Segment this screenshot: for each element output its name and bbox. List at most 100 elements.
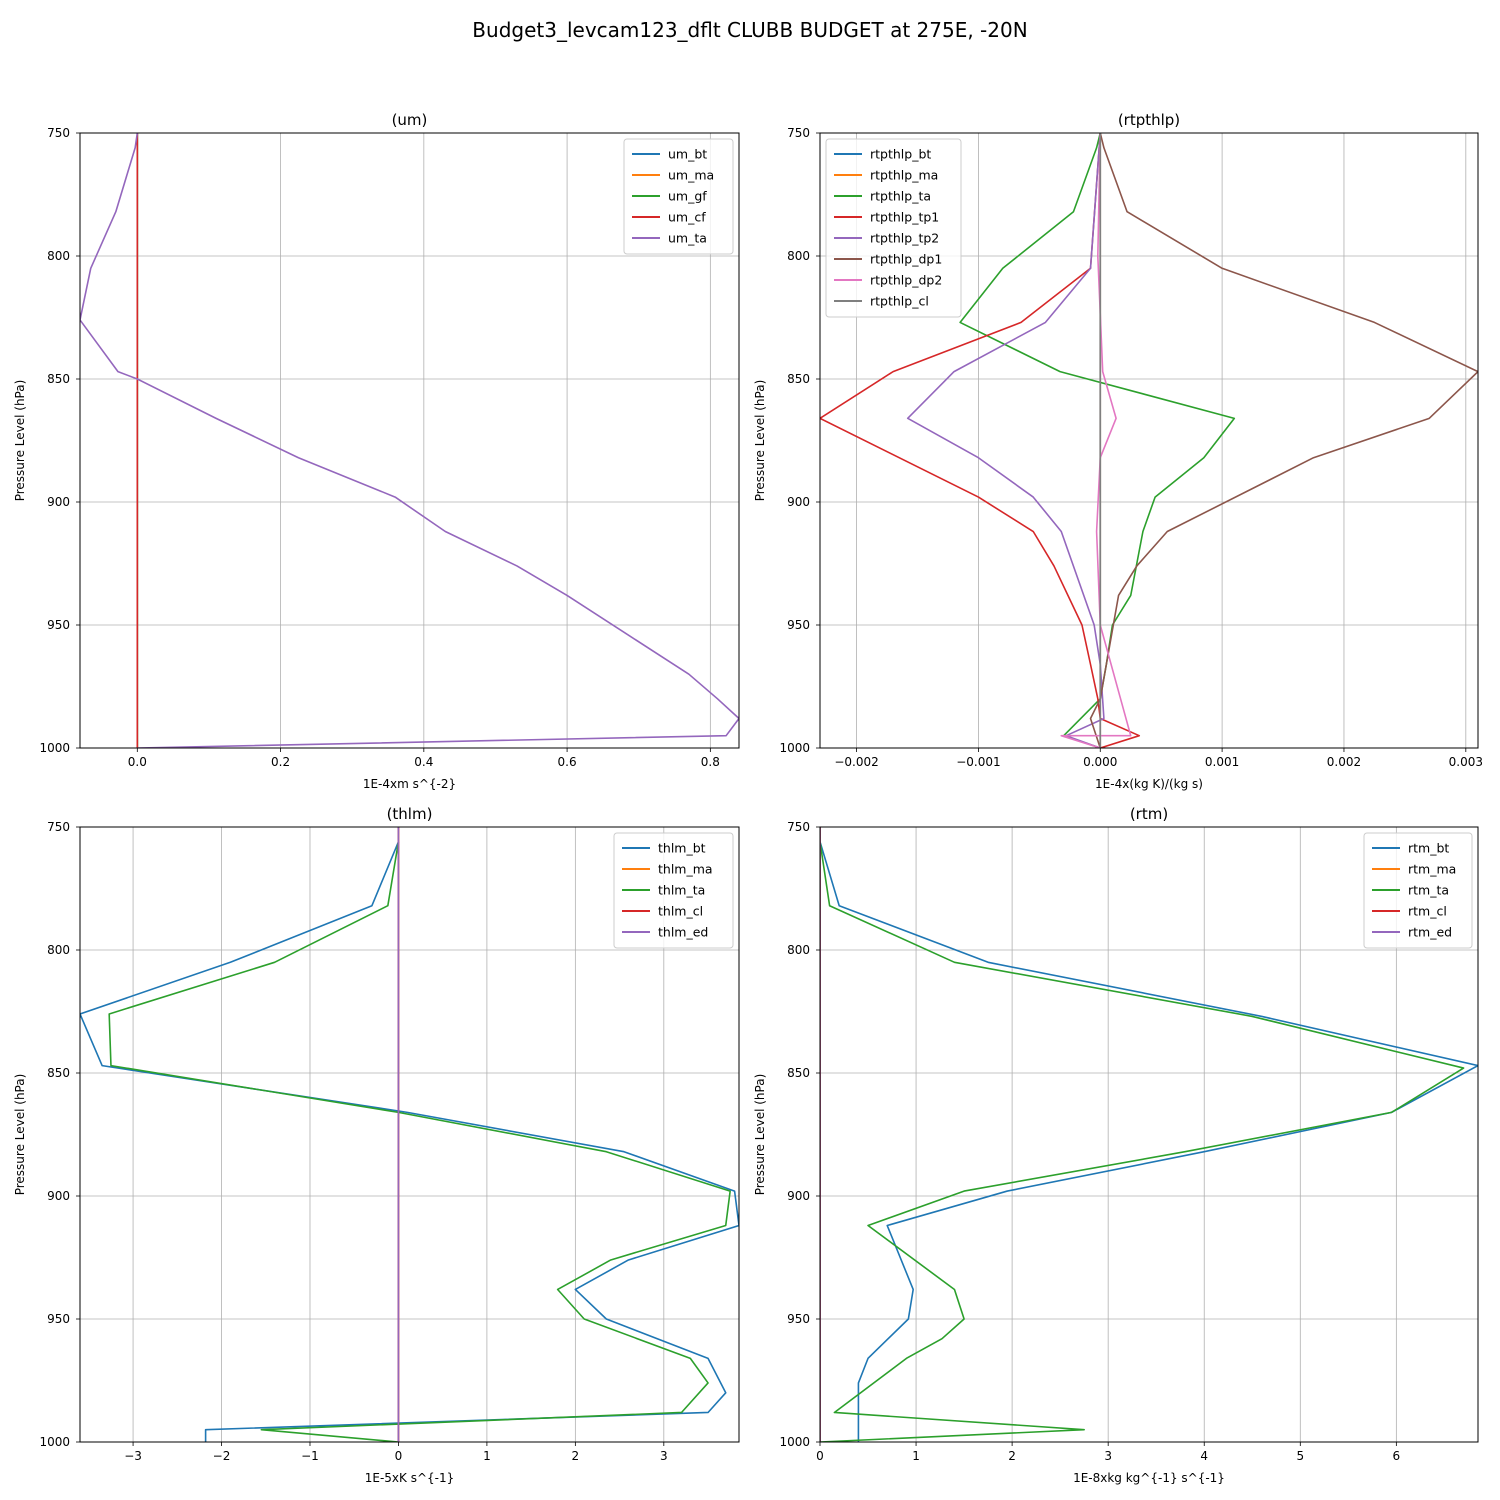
axes-frame [819,826,1479,1443]
legend: rtm_bt rtm_ma rtm_ta rtm_cl rtm_ed [1363,832,1473,949]
y-tick-label: 950 [787,618,810,632]
series-line-rtpthlp_ta [959,133,1236,748]
legend-box [623,138,734,255]
legend: thlm_bt thlm_ma thlm_ta thlm_cl thlm_ed [613,832,734,949]
y-tick-label: 900 [787,495,810,509]
y-tick-label: 900 [47,1189,70,1203]
legend-entry: um_bt [668,147,707,162]
legend-entry: rtm_ed [1408,925,1452,940]
chart-panel-3: 0 1 2 3 4 5 6 750 800 850 900 950 1000 (rtm) 1E-8xkg k… [753,805,1479,1485]
x-tick-label: 5 [1296,1449,1304,1463]
legend-entry: rtpthlp_tp1 [870,210,939,225]
axes-frame [819,132,1479,749]
series-line-thlm_bt [80,841,739,1442]
legend-entry: rtm_bt [1408,841,1449,856]
axes-frame [79,132,740,749]
legend-entry: um_cf [668,210,706,225]
y-tick-label: 950 [47,1312,70,1326]
series-group [80,133,739,748]
legend-entry: rtpthlp_dp2 [870,273,942,288]
y-tick-label: 1000 [39,1435,70,1449]
x-tick-label: −2 [213,1449,231,1463]
figure-title: Budget3_levcam123_dflt CLUBB BUDGET at 2… [472,18,1027,42]
y-tick-label: 850 [47,372,70,386]
y-tick-label: 1000 [39,741,70,755]
x-tick-label: −0.002 [834,755,878,769]
y-tick-label: 750 [787,820,810,834]
y-axis-label: Pressure Level (hPa) [753,1074,767,1196]
x-tick-label: 0.000 [1083,755,1117,769]
x-axis-label: 1E-4x(kg K)/(kg s) [1095,777,1203,791]
legend-box [825,138,962,318]
legend-entry: thlm_ed [658,925,708,940]
legend-entry: thlm_ma [658,862,713,877]
y-tick-label: 950 [787,1312,810,1326]
y-tick-label: 800 [47,249,70,263]
x-tick-label: 6 [1393,1449,1401,1463]
legend-entry: um_ta [668,231,707,246]
x-axis-label: 1E-4xm s^{-2} [363,777,456,791]
panel-title: (rtpthlp) [1118,111,1180,129]
series-line-thlm_ta [108,841,731,1442]
x-tick-label: 4 [1200,1449,1208,1463]
legend-entry: thlm_cl [658,904,703,919]
series-line-um_ta [80,133,739,748]
x-tick-label: 1 [483,1449,491,1463]
chart-panel-0: 0.0 0.2 0.4 0.6 0.8 750 800 850 900 950 1000 (um) 1E… [13,111,740,791]
panel-title: (rtm) [1130,805,1168,823]
legend-entry: rtpthlp_cl [870,294,929,309]
legend-entry: rtpthlp_ma [870,168,938,183]
series-line-rtm_bt [820,841,1478,1442]
series-line-rtm_ta [820,841,1465,1442]
y-axis-label: Pressure Level (hPa) [13,380,27,502]
x-axis-label: 1E-5xK s^{-1} [365,1471,455,1485]
legend-entry: rtpthlp_ta [870,189,931,204]
series-group [80,827,739,1442]
legend-entry: rtpthlp_dp1 [870,252,942,267]
y-tick-label: 950 [47,618,70,632]
x-tick-label: 0 [816,1449,824,1463]
x-tick-label: 1 [912,1449,920,1463]
chart-panel-1: −0.002 −0.001 0.000 0.001 0.002 0.003 750 800 85… [753,111,1483,791]
y-tick-label: 850 [47,1066,70,1080]
legend-entry: um_ma [668,168,714,183]
x-tick-label: −3 [124,1449,142,1463]
x-tick-label: 0.003 [1449,755,1483,769]
x-tick-label: 0.8 [701,755,720,769]
x-axis-label: 1E-8xkg kg^{-1} s^{-1} [1073,1471,1225,1485]
legend-entry: thlm_ta [658,883,705,898]
legend-entry: rtpthlp_tp2 [870,231,939,246]
x-tick-label: −1 [301,1449,319,1463]
x-tick-label: 2 [572,1449,580,1463]
x-tick-label: 2 [1008,1449,1016,1463]
x-tick-label: 0.002 [1327,755,1361,769]
legend-entry: um_gf [668,189,707,204]
legend-entry: rtm_ma [1408,862,1456,877]
legend-box [1363,832,1473,949]
series-group [820,827,1478,1442]
y-tick-label: 750 [787,126,810,140]
x-tick-label: 0.4 [414,755,433,769]
y-tick-label: 900 [47,495,70,509]
y-axis-label: Pressure Level (hPa) [13,1074,27,1196]
series-line-rtpthlp_dp1 [1089,133,1478,748]
y-tick-label: 750 [47,126,70,140]
legend-entry: rtpthlp_bt [870,147,931,162]
legend-entry: rtm_ta [1408,883,1449,898]
x-tick-label: 0.6 [558,755,577,769]
y-tick-label: 800 [787,943,810,957]
y-tick-label: 1000 [779,741,810,755]
y-tick-label: 900 [787,1189,810,1203]
panel-title: (thlm) [387,805,433,823]
axes-frame [79,826,740,1443]
x-tick-label: 3 [660,1449,668,1463]
legend: rtpthlp_bt rtpthlp_ma rtpthlp_ta rtpthlp_tp… [825,138,962,318]
series-line-rtpthlp_tp2 [906,133,1105,748]
x-tick-label: 0.2 [271,755,290,769]
legend-entry: rtm_cl [1408,904,1447,919]
x-tick-label: −0.001 [956,755,1000,769]
y-tick-label: 1000 [779,1435,810,1449]
y-tick-label: 800 [47,943,70,957]
y-tick-label: 800 [787,249,810,263]
